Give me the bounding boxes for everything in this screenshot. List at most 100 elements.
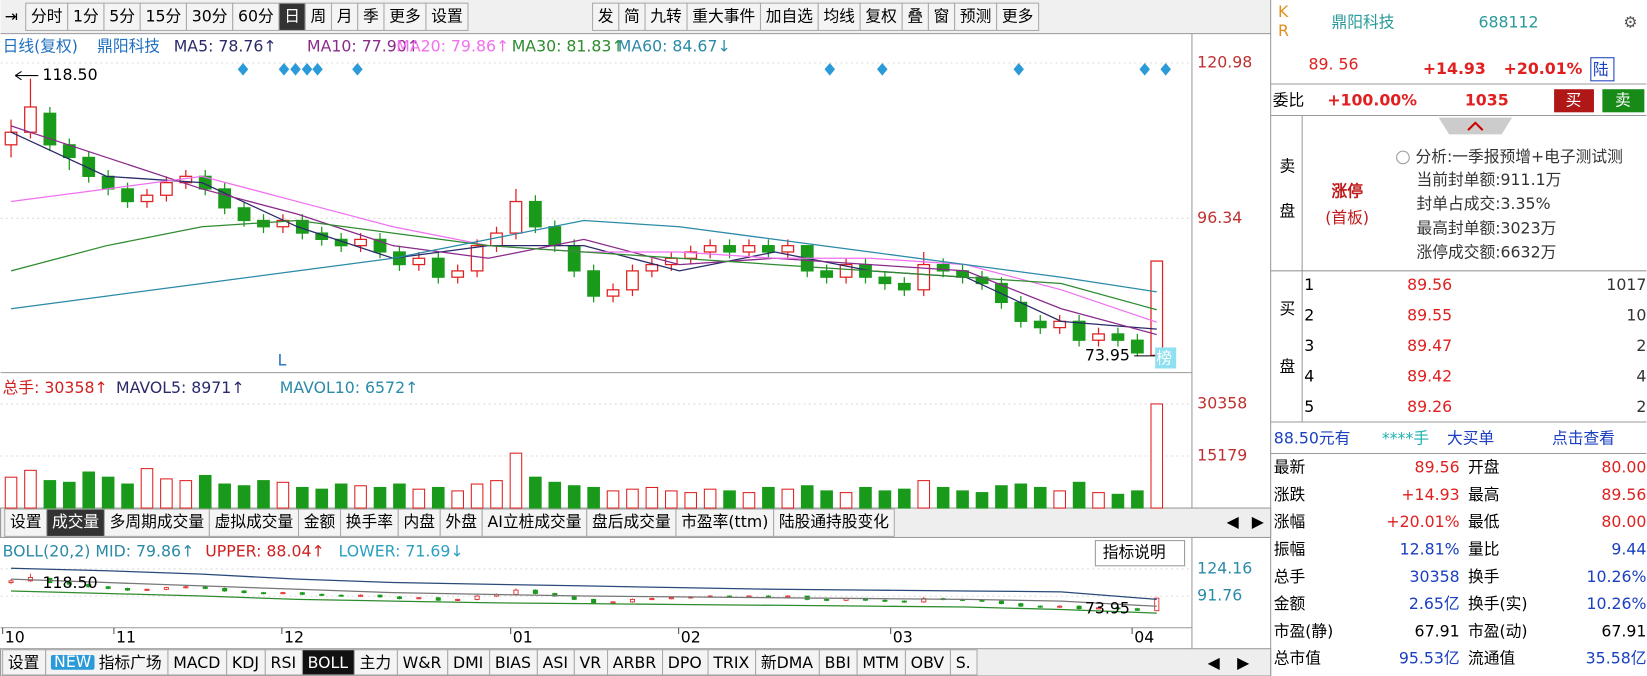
tab-label[interactable]: KDJ [232, 653, 259, 672]
tab[interactable] [759, 2, 819, 31]
tab-label[interactable]: 市盈率(ttm) [681, 512, 768, 531]
tab-label[interactable]: 外盘 [445, 512, 477, 531]
tab[interactable] [264, 649, 303, 676]
tab[interactable] [167, 649, 228, 676]
tab[interactable] [818, 649, 858, 676]
banner-text[interactable]: 88.50元有 [1274, 428, 1351, 447]
banner-text[interactable]: 大买单 [1447, 428, 1494, 447]
tab[interactable] [25, 2, 69, 31]
tab-label[interactable]: 更多 [389, 6, 420, 25]
tab[interactable] [67, 2, 105, 31]
buy-button[interactable] [1554, 89, 1594, 113]
tab[interactable] [817, 2, 861, 31]
tab-label[interactable]: ARBR [613, 653, 656, 672]
tab-label[interactable]: 多周期成交量 [110, 512, 205, 531]
tab[interactable] [232, 2, 280, 31]
tab-label[interactable]: 设置 [431, 6, 462, 25]
tab[interactable] [856, 649, 906, 676]
tab[interactable] [330, 2, 359, 31]
tab[interactable] [859, 2, 903, 31]
tab-label[interactable]: MTM [862, 653, 899, 672]
tab[interactable] [185, 2, 234, 31]
tab-label[interactable]: 窗 [934, 6, 950, 25]
tab-label[interactable]: 加自选 [766, 6, 813, 25]
scroll-left[interactable]: ◀ [1227, 512, 1240, 531]
tab[interactable] [226, 649, 266, 676]
help-button[interactable] [1094, 540, 1186, 567]
tab-label[interactable]: 分时 [31, 6, 63, 25]
tab-label[interactable]: RSI [271, 653, 297, 672]
tab-label[interactable]: BOLL [308, 653, 349, 672]
tab-label[interactable]: 换手率 [346, 512, 393, 531]
tab-label[interactable]: 15分 [145, 6, 181, 25]
sell-label[interactable]: 卖 [1615, 90, 1631, 109]
tab-label[interactable]: W&R [403, 653, 442, 672]
tab-label[interactable]: 金额 [304, 512, 336, 531]
tab-label[interactable]: 30分 [192, 6, 228, 25]
tab[interactable] [592, 2, 620, 31]
settings-icon[interactable]: ⚙ [1623, 13, 1637, 32]
scroll-left[interactable]: ◀ [1208, 653, 1221, 672]
tab[interactable] [927, 2, 956, 31]
tab[interactable] [607, 649, 664, 676]
tab[interactable] [662, 649, 709, 676]
tab-label[interactable]: 设置 [10, 512, 41, 531]
tab[interactable] [904, 649, 951, 676]
tab[interactable] [755, 649, 820, 676]
tab[interactable] [103, 508, 210, 537]
tab[interactable] [481, 508, 588, 537]
tab[interactable] [618, 2, 646, 31]
sell-button[interactable] [1602, 89, 1645, 113]
tab-label[interactable]: 重大事件 [692, 6, 755, 25]
scroll-right[interactable]: ▶ [1252, 512, 1265, 531]
tab-label[interactable]: 预测 [960, 6, 991, 25]
tab-label[interactable]: ASI [543, 653, 568, 672]
tab-label[interactable]: VR [580, 653, 602, 672]
tab-label[interactable]: 更多 [1002, 6, 1033, 25]
tab-label[interactable]: 虚拟成交量 [215, 512, 294, 531]
tab-label[interactable]: BIAS [495, 653, 531, 672]
tab-label[interactable]: 简 [624, 6, 640, 25]
tab[interactable] [383, 2, 427, 31]
tab[interactable] [536, 649, 575, 676]
collapse-tab[interactable] [1438, 117, 1513, 135]
tab-label[interactable]: TRIX [712, 653, 749, 672]
tab-label[interactable]: S. [956, 653, 971, 672]
buy-label[interactable]: 买 [1566, 90, 1582, 109]
tab[interactable] [339, 508, 399, 537]
tab[interactable] [773, 508, 895, 537]
tab[interactable] [949, 649, 978, 676]
tab-label[interactable]: 九转 [650, 6, 682, 25]
tab-label[interactable]: 成交量 [52, 512, 99, 531]
tab-label[interactable]: 主力 [360, 653, 391, 672]
tab-label[interactable]: 陆股通持股变化 [779, 512, 889, 531]
tab[interactable] [397, 508, 441, 537]
tab-label[interactable]: 新DMA [761, 653, 813, 672]
collapse-arrow[interactable] [1467, 121, 1484, 131]
tab-label[interactable]: 日 [284, 6, 300, 25]
tab-label[interactable]: DMI [453, 653, 483, 672]
tab-label[interactable]: 内盘 [403, 512, 435, 531]
tab-label[interactable]: 5分 [109, 6, 135, 25]
tab[interactable] [573, 649, 609, 676]
tab-label[interactable]: MACD [173, 653, 220, 672]
tab-label[interactable]: 指标广场 [99, 653, 162, 672]
tab-label[interactable]: 复权 [865, 6, 897, 25]
event-marker[interactable] [301, 62, 313, 76]
tab-label[interactable]: 均线 [823, 6, 855, 25]
toolbar-icon[interactable]: ⇥ [5, 6, 18, 25]
tab-label[interactable]: 月 [337, 6, 353, 25]
tab[interactable] [707, 649, 757, 676]
tab-label[interactable]: 周 [310, 6, 326, 25]
tab[interactable] [954, 2, 998, 31]
event-marker[interactable] [1139, 62, 1150, 76]
tab[interactable] [2, 649, 47, 676]
scroll-right[interactable]: ▶ [1237, 653, 1250, 672]
tab-label[interactable]: BBI [825, 653, 851, 672]
banner-text[interactable]: 点击查看 [1552, 428, 1615, 447]
tab-label[interactable]: AI立桩成交量 [487, 512, 581, 531]
tab-label[interactable]: 1分 [73, 6, 99, 25]
tab-label[interactable]: 60分 [238, 6, 274, 25]
tab-label[interactable]: 设置 [8, 653, 39, 672]
tab[interactable] [996, 2, 1040, 31]
